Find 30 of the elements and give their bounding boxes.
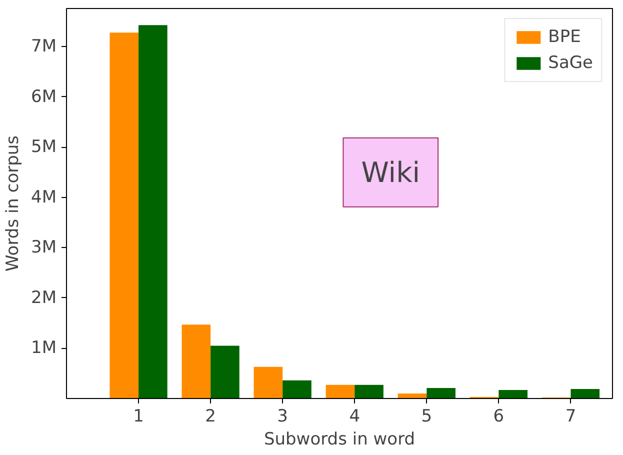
y-tick-label: 7M [31,36,56,57]
y-axis-title: Words in corpus [3,135,24,272]
y-tick-label: 3M [31,238,56,258]
y-tick-label: 6M [31,86,56,107]
bar [138,25,168,398]
y-tick-label: 1M [31,338,56,358]
annotation: Wiki [361,156,420,189]
y-tick-label: 4M [31,187,56,208]
x-tick-label: 2 [205,406,216,426]
legend-label: BPE [548,27,581,47]
legend-label: SaGe [548,53,593,73]
x-tick-label: 5 [421,406,432,426]
bar [254,366,283,398]
x-tick-label: 6 [493,406,504,426]
bar [210,346,240,398]
bar [182,324,211,398]
bar [354,384,384,398]
x-tick-label: 4 [349,406,360,426]
bar [282,380,312,398]
x-axis-title: Subwords in word [264,430,416,450]
bar [110,32,139,398]
bar [498,390,528,398]
x-tick-label: 7 [565,406,576,426]
bar [326,384,355,398]
bar [426,388,456,398]
y-tick-label: 2M [31,288,56,308]
x-tick-label: 3 [277,406,288,426]
bar [570,388,600,398]
y-tick-label: 5M [31,137,56,158]
x-tick-label: 1 [133,406,144,426]
